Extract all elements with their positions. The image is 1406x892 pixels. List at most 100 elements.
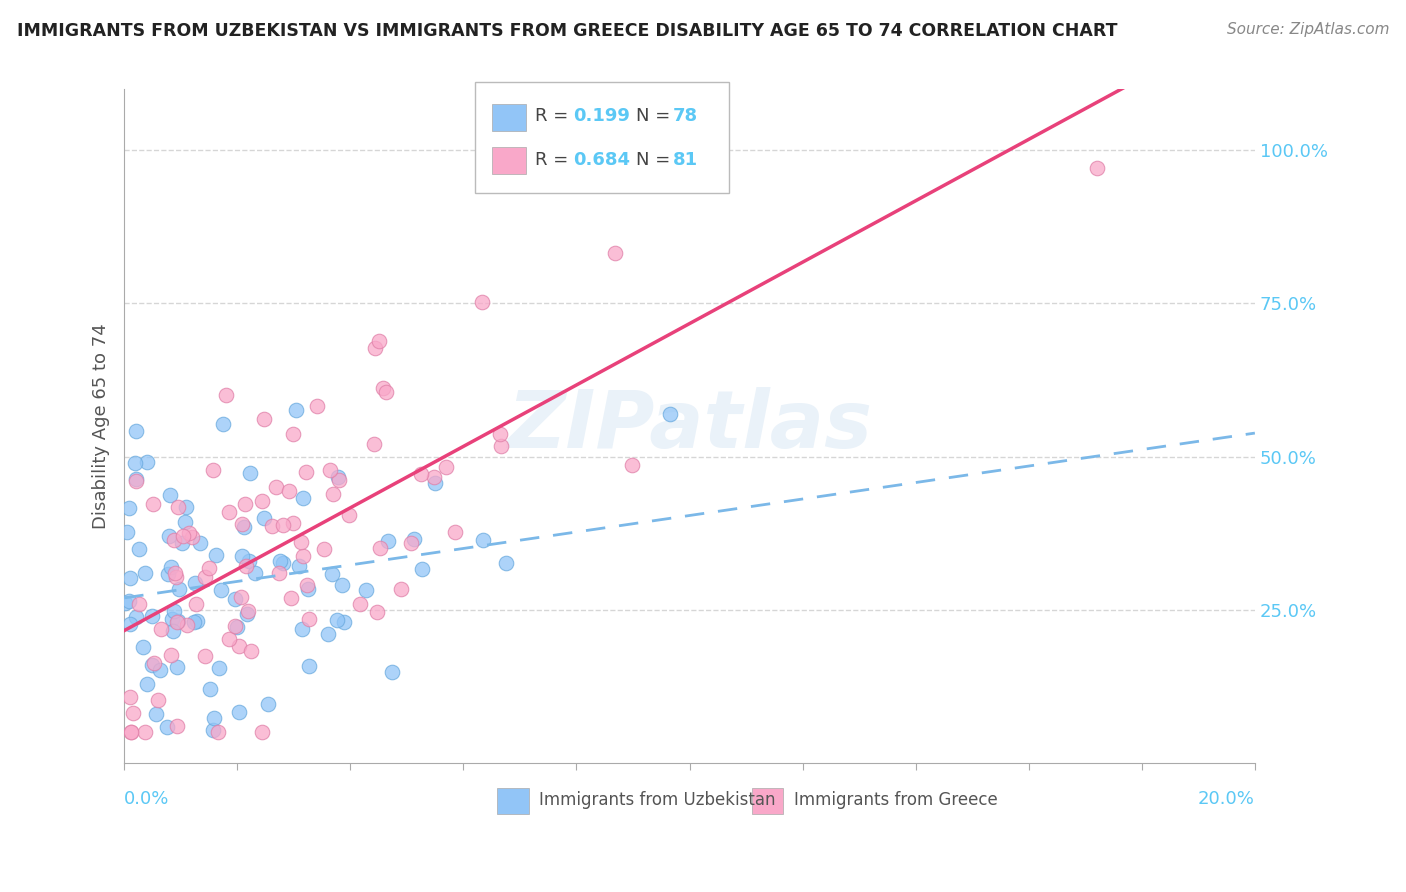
- Point: [218, 632, 240, 647]
- Point: [316, 626, 339, 640]
- Point: [228, 639, 250, 653]
- Point: [235, 607, 257, 621]
- Text: ZIPatlas: ZIPatlas: [508, 387, 872, 465]
- Point: [235, 497, 257, 511]
- Point: [125, 424, 148, 438]
- Point: [184, 576, 207, 591]
- Point: [149, 622, 172, 636]
- Point: [163, 566, 186, 581]
- Point: [239, 466, 262, 480]
- Point: [167, 500, 190, 514]
- Point: [238, 604, 260, 618]
- Point: [238, 554, 260, 568]
- FancyBboxPatch shape: [492, 147, 526, 175]
- Point: [173, 515, 195, 529]
- Text: N =: N =: [637, 107, 676, 125]
- Point: [167, 614, 190, 628]
- Point: [297, 582, 319, 596]
- Point: [121, 706, 143, 721]
- Point: [198, 560, 221, 574]
- Point: [399, 535, 422, 549]
- Point: [128, 541, 150, 556]
- Point: [188, 536, 211, 550]
- Point: [120, 725, 142, 739]
- Point: [321, 567, 343, 582]
- Point: [231, 517, 253, 532]
- Point: [118, 617, 141, 632]
- Point: [271, 518, 294, 533]
- Point: [319, 463, 342, 477]
- Point: [235, 559, 257, 574]
- Point: [253, 511, 276, 525]
- Point: [146, 693, 169, 707]
- Point: [194, 570, 217, 584]
- Point: [277, 483, 299, 498]
- Point: [136, 455, 159, 469]
- Point: [159, 488, 181, 502]
- Point: [166, 660, 188, 674]
- Point: [381, 665, 404, 679]
- Point: [134, 566, 156, 580]
- Point: [368, 541, 391, 555]
- Point: [328, 474, 350, 488]
- Point: [443, 524, 465, 539]
- Point: [142, 497, 165, 511]
- Point: [176, 618, 198, 632]
- Point: [205, 548, 228, 562]
- Point: [620, 458, 643, 473]
- Point: [285, 402, 308, 417]
- Point: [349, 598, 371, 612]
- Point: [354, 582, 377, 597]
- Point: [243, 566, 266, 581]
- Point: [156, 567, 179, 582]
- Point: [184, 598, 207, 612]
- Point: [125, 610, 148, 624]
- Point: [218, 505, 240, 519]
- Point: [363, 437, 385, 451]
- Point: [149, 663, 172, 677]
- Point: [231, 549, 253, 564]
- Point: [163, 533, 186, 548]
- Point: [118, 594, 141, 608]
- Point: [292, 491, 315, 506]
- Point: [366, 605, 388, 619]
- Point: [389, 582, 412, 596]
- Y-axis label: Disability Age 65 to 74: Disability Age 65 to 74: [93, 323, 110, 529]
- Point: [291, 549, 314, 563]
- Point: [290, 534, 312, 549]
- Point: [159, 648, 181, 662]
- Point: [472, 533, 495, 547]
- FancyBboxPatch shape: [752, 788, 783, 814]
- Point: [374, 384, 396, 399]
- Point: [307, 399, 329, 413]
- Point: [183, 615, 205, 629]
- Point: [404, 532, 426, 546]
- Point: [228, 705, 250, 719]
- Point: [373, 381, 395, 395]
- Point: [262, 519, 284, 533]
- Point: [280, 591, 302, 605]
- Point: [471, 294, 494, 309]
- Point: [211, 582, 233, 597]
- Point: [202, 463, 225, 477]
- Text: R =: R =: [534, 151, 574, 169]
- Point: [283, 426, 305, 441]
- Point: [120, 690, 142, 704]
- Point: [252, 494, 274, 508]
- Point: [224, 591, 246, 606]
- Point: [266, 480, 288, 494]
- Point: [411, 562, 433, 576]
- Point: [167, 582, 190, 597]
- Text: N =: N =: [637, 151, 676, 169]
- Point: [160, 559, 183, 574]
- Point: [295, 578, 318, 592]
- Point: [489, 426, 512, 441]
- FancyBboxPatch shape: [498, 788, 529, 814]
- Point: [298, 658, 321, 673]
- Point: [128, 597, 150, 611]
- Point: [322, 487, 344, 501]
- Point: [659, 408, 682, 422]
- Text: 0.684: 0.684: [574, 151, 630, 169]
- Text: 0.199: 0.199: [574, 107, 630, 125]
- Point: [312, 542, 335, 557]
